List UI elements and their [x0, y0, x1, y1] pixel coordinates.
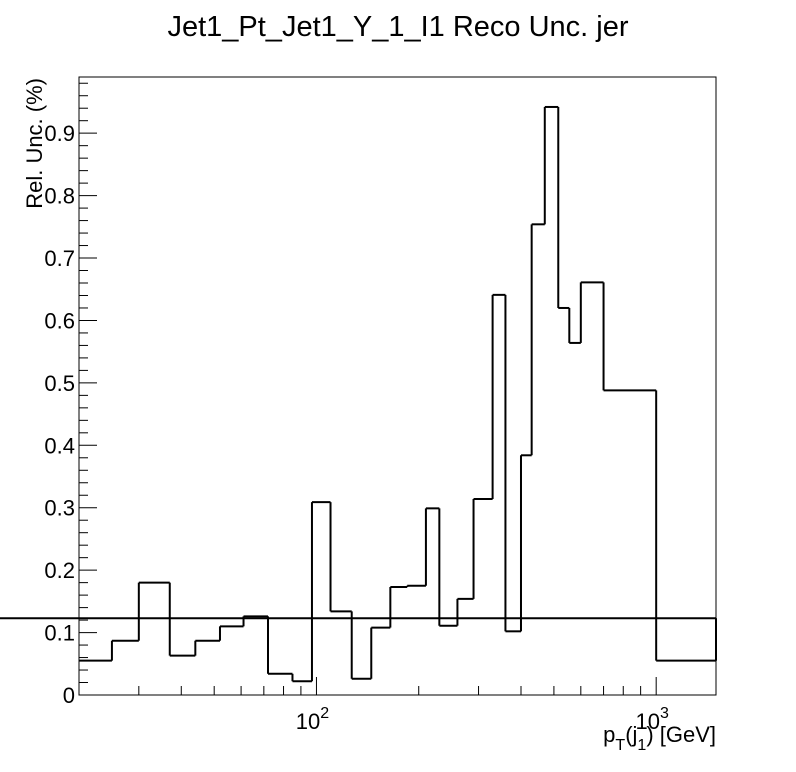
y-tick-label: 0.3: [44, 496, 75, 521]
y-tick-label: 0.9: [44, 121, 75, 146]
chart-title: Jet1_Pt_Jet1_Y_1_I1 Reco Unc. jer: [167, 11, 628, 43]
x-tick-label: 102: [296, 705, 329, 734]
y-tick-label: 0.1: [44, 621, 75, 646]
histogram-series: [0, 105, 717, 683]
y-axis-title: Rel. Unc. (%): [22, 78, 47, 209]
x-axis-title-mid: (j: [625, 722, 637, 747]
y-axis-tick-labels: 0 0.1 0.2 0.3 0.4 0.5 0.6 0.7 0.8 0.9: [44, 121, 75, 708]
x-tick-label: 103: [635, 705, 668, 734]
y-tick-label: 0.2: [44, 558, 75, 583]
y-tick-label: 0.4: [44, 433, 75, 458]
y-tick-label: 0.8: [44, 184, 75, 209]
x-axis-title: pT(j1) [GeV]: [603, 722, 716, 754]
y-tick-label: 0.6: [44, 308, 75, 333]
x-axis-tick-labels: 102 103: [296, 705, 669, 734]
y-tick-label: 0.5: [44, 371, 75, 396]
plot-frame: [78, 76, 717, 696]
x-axis-title-sub-1: 1: [637, 737, 646, 754]
x-axis-title-sub-t: T: [615, 737, 625, 754]
x-axis-title-tail: ) [GeV]: [646, 722, 716, 747]
x-axis-title-p: p: [603, 722, 615, 747]
y-tick-label: 0.7: [44, 246, 75, 271]
x-axis-ticks: [78, 677, 657, 695]
y-axis-ticks: [79, 82, 97, 696]
y-tick-label: 0: [63, 683, 75, 708]
